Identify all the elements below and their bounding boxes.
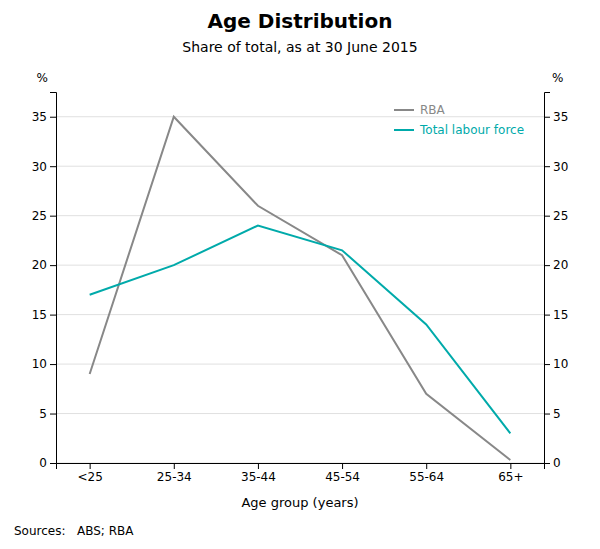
x-tick-mark xyxy=(426,463,427,469)
y-tick: 10 xyxy=(32,357,56,371)
x-axis-line xyxy=(57,464,545,470)
legend-label: Total labour force xyxy=(419,123,524,137)
grid-line xyxy=(56,413,544,414)
y-tick-label: 35 xyxy=(32,110,47,124)
x-tick-label: 45-54 xyxy=(325,470,360,484)
grid-line xyxy=(56,364,544,365)
y-tick-mark xyxy=(50,166,56,167)
grid-line xyxy=(56,314,544,315)
y2-tick: 35 xyxy=(544,110,568,124)
y2-axis-label: % xyxy=(552,71,563,85)
y2-tick-mark xyxy=(544,216,550,217)
y-tick-label: 10 xyxy=(32,357,47,371)
y-tick: 5 xyxy=(39,407,56,421)
y2-tick: 25 xyxy=(544,209,568,223)
legend-entry: RBA xyxy=(394,103,446,117)
y-tick: 0 xyxy=(39,456,56,470)
y2-tick-mark xyxy=(544,117,550,118)
y2-tick-label: 35 xyxy=(553,110,568,124)
x-tick-label: 25-34 xyxy=(157,470,192,484)
x-tick-label: 35-44 xyxy=(241,470,276,484)
x-tick-mark xyxy=(90,463,91,469)
x-tick-mark xyxy=(342,463,343,469)
y2-tick: 15 xyxy=(544,308,568,322)
grid-line xyxy=(56,265,544,266)
x-tick: 55-64 xyxy=(409,463,444,484)
subtitle: Share of total, as at 30 June 2015 xyxy=(182,39,417,55)
y-tick-mark xyxy=(50,315,56,316)
y2-tick-label: 5 xyxy=(553,407,561,421)
plot-area: <25 25-34 35-44 45-54 55-64 65+ 0 5 10 15 20 25 30 35… xyxy=(32,93,569,484)
y2-tick: 5 xyxy=(544,407,561,421)
y2-tick-mark xyxy=(544,463,550,464)
y-tick: 20 xyxy=(32,258,56,272)
y2-axis: 0 5 10 15 20 25 30 35 xyxy=(544,93,568,471)
chart-container: Age Distribution Share of total, as at 30… xyxy=(0,0,600,549)
y-tick-label: 30 xyxy=(32,160,47,174)
source-note: Sources: ABS; RBA xyxy=(14,524,134,538)
y-tick-label: 15 xyxy=(32,308,47,322)
y-tick-mark xyxy=(50,265,56,266)
y-tick: 30 xyxy=(32,160,56,174)
y2-tick-label: 10 xyxy=(553,357,568,371)
y2-tick-label: 15 xyxy=(553,308,568,322)
y-tick-mark xyxy=(50,216,56,217)
grid-line xyxy=(56,116,544,117)
y2-tick-mark xyxy=(544,414,550,415)
legend-label: RBA xyxy=(420,103,446,117)
y2-tick: 10 xyxy=(544,357,568,371)
y-tick-label: 5 xyxy=(39,407,47,421)
grid-line xyxy=(56,166,544,167)
x-tick-label: 65+ xyxy=(498,470,523,484)
x-tick: <25 xyxy=(77,463,102,484)
legend-swatch xyxy=(394,129,414,131)
legend-entry: Total labour force xyxy=(394,123,524,137)
grid xyxy=(56,117,544,463)
x-tick: 35-44 xyxy=(241,463,276,484)
lines xyxy=(90,117,511,460)
x-tick-label: <25 xyxy=(77,470,102,484)
y-tick-label: 20 xyxy=(32,258,47,272)
x-tick: 25-34 xyxy=(157,463,192,484)
y-tick-label: 25 xyxy=(32,209,47,223)
y2-tick-label: 25 xyxy=(553,209,568,223)
x-tick-mark xyxy=(174,463,175,469)
x-axis-label: Age group (years) xyxy=(241,495,358,510)
x-tick-mark xyxy=(258,463,259,469)
y-tick-mark xyxy=(50,364,56,365)
y2-tick: 30 xyxy=(544,160,568,174)
y2-tick-label: 20 xyxy=(553,258,568,272)
y-tick-label: 0 xyxy=(39,456,47,470)
x-axis: <25 25-34 35-44 45-54 55-64 65+ xyxy=(57,463,545,484)
y2-axis-line xyxy=(545,93,551,464)
y-tick-mark xyxy=(50,463,56,464)
x-tick-label: 55-64 xyxy=(409,470,444,484)
y2-tick: 0 xyxy=(544,456,561,470)
x-tick: 45-54 xyxy=(325,463,360,484)
x-tick-mark xyxy=(510,463,511,469)
y2-tick-mark xyxy=(544,364,550,365)
y-tick-mark xyxy=(50,414,56,415)
y2-tick-label: 30 xyxy=(553,160,568,174)
data-line xyxy=(90,117,511,460)
y-tick-mark xyxy=(50,117,56,118)
y-axis: 0 5 10 15 20 25 30 35 xyxy=(32,93,57,471)
y-tick: 15 xyxy=(32,308,56,322)
grid-line xyxy=(56,215,544,216)
y2-tick-label: 0 xyxy=(553,456,561,470)
y-tick: 25 xyxy=(32,209,56,223)
y2-tick-mark xyxy=(544,166,550,167)
y-axis-line xyxy=(50,93,57,464)
x-tick: 65+ xyxy=(498,463,523,484)
title: Age Distribution xyxy=(208,9,393,33)
legend: RBA Total labour force xyxy=(394,103,524,137)
y-axis-label: % xyxy=(37,71,48,85)
chart-svg: Age Distribution Share of total, as at 30… xyxy=(0,0,600,549)
data-line xyxy=(90,226,511,434)
y-tick: 35 xyxy=(32,110,56,124)
y2-tick-mark xyxy=(544,265,550,266)
legend-swatch xyxy=(394,109,414,111)
y2-tick-mark xyxy=(544,315,550,316)
y2-tick: 20 xyxy=(544,258,568,272)
